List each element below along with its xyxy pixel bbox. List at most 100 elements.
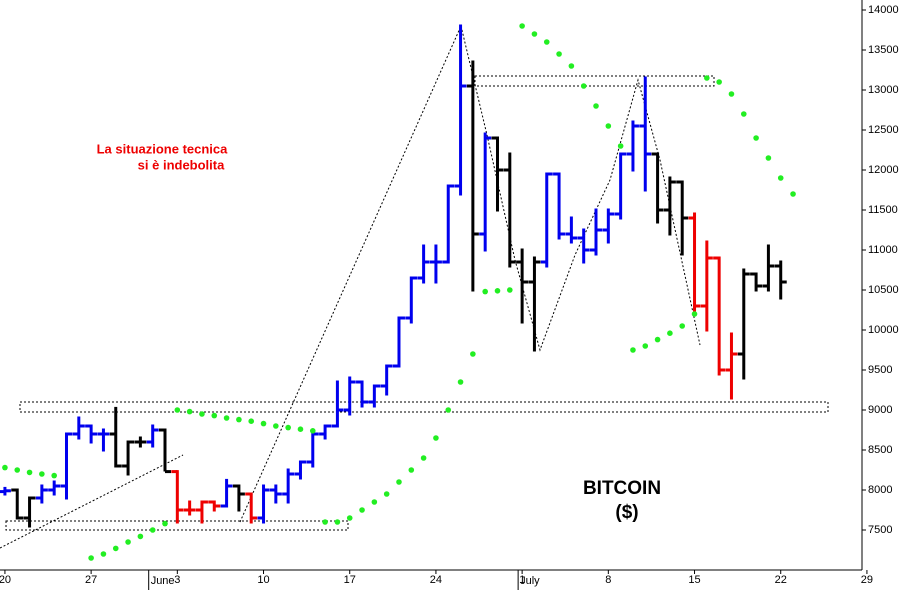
sar-dot	[260, 420, 267, 427]
sar-dot	[420, 455, 427, 461]
sar-dot	[211, 412, 218, 419]
y-tick-label: 11000	[868, 244, 898, 256]
y-tick-label: 13500	[868, 44, 899, 56]
sar-dot	[88, 555, 94, 561]
sar-dot	[322, 519, 328, 525]
sar-dot	[728, 91, 735, 97]
sar-dot	[556, 51, 562, 57]
drawings	[0, 25, 829, 549]
y-tick-label: 10500	[868, 284, 899, 296]
x-tick-label: 29	[861, 574, 873, 586]
sar-dot	[482, 288, 488, 295]
sar-dot	[470, 351, 476, 357]
zigzag-line	[460, 25, 701, 352]
sar-dot	[593, 103, 599, 109]
y-tick-label: 13000	[868, 84, 899, 96]
sar-dot	[445, 407, 452, 413]
sar-dot	[14, 467, 21, 473]
sar-dot	[765, 155, 772, 161]
sar-dot	[753, 135, 759, 141]
sar-dot	[125, 539, 131, 545]
sar-dot	[630, 347, 636, 353]
x-tick-label: 17	[344, 574, 356, 586]
annotation: si è indebolita	[138, 157, 225, 172]
sar-dot	[137, 533, 144, 540]
sar-dot	[285, 424, 291, 431]
sar-dot	[617, 143, 624, 149]
trend-line	[239, 25, 462, 523]
chart-title: BITCOIN	[583, 478, 661, 499]
sar-dot	[580, 83, 587, 89]
sar-dot	[223, 415, 230, 421]
sar-dot	[236, 416, 242, 423]
resistance-band	[474, 75, 715, 87]
sar-dot	[790, 191, 796, 197]
sar-dot	[507, 287, 513, 293]
sar-dot	[543, 39, 550, 45]
sar-dot	[642, 343, 649, 349]
sar-dot	[112, 545, 119, 552]
x-tick-label: 10	[257, 574, 269, 586]
y-tick-label: 12000	[868, 164, 899, 176]
y-tick-label: 7500	[868, 524, 892, 536]
chart-subtitle: ($)	[615, 502, 638, 523]
sar-dot	[704, 75, 710, 81]
low-band	[5, 520, 349, 531]
y-tick-label: 12500	[868, 124, 899, 136]
sar-dot	[679, 323, 686, 329]
sar-dot	[383, 491, 390, 497]
support-band	[19, 401, 829, 413]
sar-dot	[777, 175, 784, 181]
x-tick-label: 3	[174, 574, 180, 586]
month-label: June	[151, 575, 175, 587]
x-tick-label: 15	[688, 574, 700, 586]
sar-dot	[433, 435, 439, 441]
sar-dot	[531, 31, 538, 37]
y-tick-label: 8500	[868, 444, 892, 456]
y-tick-label: 14000	[868, 4, 899, 16]
sar-dot	[457, 379, 464, 385]
sar-dot	[309, 428, 316, 434]
y-tick-label: 11500	[868, 204, 898, 216]
sar-dot	[100, 551, 107, 557]
sar-dot	[273, 423, 279, 429]
month-label: July	[520, 575, 540, 587]
sar-dot	[691, 311, 698, 317]
y-tick-label: 9500	[868, 364, 892, 376]
sar-dot	[346, 515, 353, 521]
sar-dot	[297, 426, 304, 433]
sar-dot	[716, 79, 722, 85]
sar-dot	[740, 111, 747, 117]
sar-dot	[39, 471, 45, 477]
sar-dot	[149, 527, 156, 533]
sar-dot	[667, 330, 673, 337]
x-tick-label: 27	[85, 574, 97, 586]
sar-dot	[162, 520, 168, 527]
sar-dot	[654, 336, 661, 343]
sar-dot	[2, 464, 8, 471]
sar-dot	[51, 472, 57, 479]
y-tick-label: 9000	[868, 404, 892, 416]
y-tick-label: 10000	[868, 324, 899, 336]
annotation: La situazione tecnica	[97, 141, 229, 156]
x-tick-label: 1	[519, 574, 525, 586]
sar-dot	[199, 411, 205, 417]
sar-dot	[359, 507, 365, 513]
x-tick-label: 22	[775, 574, 787, 586]
sar-dot	[519, 23, 525, 29]
sar-dot	[248, 418, 255, 425]
sar-dot	[568, 63, 575, 69]
y-tick-label: 8000	[868, 484, 892, 496]
sar-dot	[334, 519, 341, 525]
sar-dot	[174, 407, 181, 413]
sar-dot	[186, 408, 193, 415]
sar-dot	[494, 288, 501, 294]
sar-dot	[26, 469, 33, 476]
sar-dot	[408, 467, 415, 473]
x-tick-label: 20	[0, 574, 11, 586]
sar-dot	[396, 479, 402, 485]
x-tick-label: 8	[605, 574, 611, 586]
sar-dot	[371, 499, 378, 505]
sar-dot	[605, 123, 612, 129]
